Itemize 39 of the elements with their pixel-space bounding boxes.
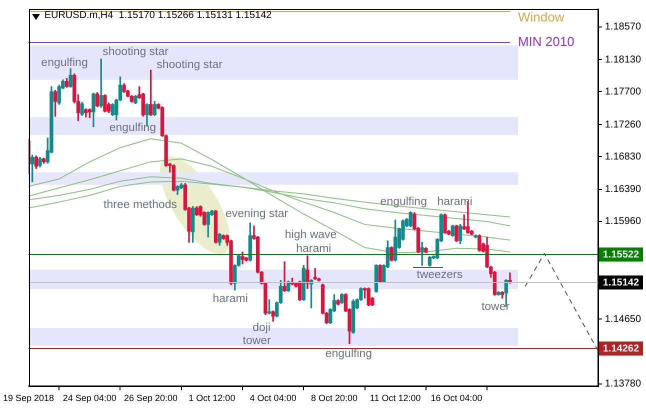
annotation: engulfing bbox=[380, 196, 427, 208]
annotation: shooting star bbox=[156, 59, 222, 72]
x-tick-label: 24 Sep 04:00 bbox=[62, 393, 116, 404]
x-tick-label: 16 Oct 04:00 bbox=[430, 393, 482, 404]
annotation: doji bbox=[252, 322, 270, 334]
y-tick-label: 1.18130 bbox=[604, 54, 642, 66]
x-tick-label: 19 Sep 2018 bbox=[3, 393, 54, 404]
y-tick-label: 1.16830 bbox=[604, 151, 642, 162]
y-tick-label: 1.17700 bbox=[604, 86, 642, 98]
ref-line-label: 1.14262 bbox=[602, 343, 640, 354]
annotation: engulfing bbox=[325, 348, 372, 360]
annotation: engulfing bbox=[41, 57, 88, 70]
x-tick-label: 1 Oct 12:00 bbox=[188, 393, 236, 404]
annotation: evening star bbox=[225, 208, 288, 220]
ref-line-label: Window bbox=[518, 10, 565, 25]
ref-line-label: 1.15142 bbox=[602, 277, 640, 288]
y-tick-label: 1.17260 bbox=[604, 119, 642, 130]
y-tick-label: 1.13780 bbox=[604, 378, 642, 390]
ref-line-label: 1.15522 bbox=[602, 249, 640, 260]
annotation: harami bbox=[212, 292, 248, 305]
chart-title: EURUSD.m,H4 1.15170 1.15266 1.15131 1.15142 bbox=[44, 10, 272, 21]
annotation: harami bbox=[296, 243, 332, 256]
y-tick-label: 1.15960 bbox=[604, 216, 642, 228]
y-tick-label: 1.16390 bbox=[604, 184, 642, 196]
y-tick-label: 1.14650 bbox=[604, 314, 642, 325]
x-tick-label: 4 Oct 04:00 bbox=[250, 393, 296, 404]
ref-line-label: MIN 2010 bbox=[518, 34, 574, 50]
annotation: high wave bbox=[284, 228, 337, 241]
x-tick-label: 11 Oct 12:00 bbox=[370, 393, 421, 404]
annotation: tower bbox=[242, 334, 271, 347]
annotation: harami bbox=[437, 196, 472, 208]
x-tick-label: 26 Sep 20:00 bbox=[124, 393, 178, 404]
annotation: shooting star bbox=[102, 46, 168, 58]
annotation: tweezers bbox=[416, 268, 463, 281]
annotation: three methods bbox=[104, 198, 178, 211]
annotation: engulfing bbox=[109, 122, 156, 134]
annotation: tower bbox=[481, 301, 510, 314]
x-tick-label: 8 Oct 20:00 bbox=[310, 393, 358, 404]
y-tick-label: 1.18570 bbox=[604, 22, 642, 33]
